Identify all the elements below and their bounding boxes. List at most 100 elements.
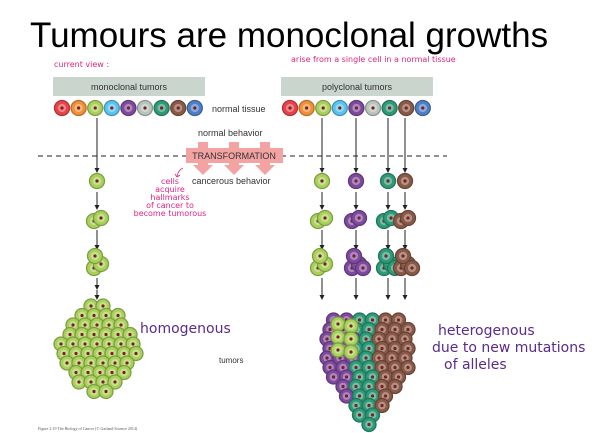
cell-nucleus [338, 106, 342, 110]
cell-nucleus [357, 375, 362, 379]
cell-nucleus [341, 384, 345, 389]
cell-nucleus [110, 370, 114, 375]
cell-nucleus [364, 337, 368, 341]
cell-nucleus [122, 370, 126, 375]
cell-nucleus [77, 380, 81, 384]
cell-nucleus [357, 216, 361, 220]
transformation-box [186, 148, 283, 163]
cell-nucleus [122, 351, 126, 356]
arrowhead [94, 285, 100, 290]
cell-nucleus [336, 322, 340, 326]
cell-nucleus [396, 318, 401, 322]
cell-nucleus [377, 337, 381, 341]
cell-nucleus [71, 342, 75, 346]
cell-nucleus [328, 365, 332, 370]
cell-nucleus [406, 327, 410, 332]
cell-nucleus [367, 403, 371, 408]
cell-nucleus [388, 106, 392, 110]
cell-nucleus [116, 332, 120, 337]
cell-nucleus [89, 361, 93, 365]
arrowhead [385, 205, 391, 210]
cancerous-behavior-label: cancerous behavior [192, 176, 271, 186]
cell-nucleus [110, 351, 114, 356]
cell-nucleus [354, 384, 358, 389]
arrowhead [319, 245, 325, 250]
arrowhead [385, 245, 391, 250]
arise-note: arise from a single cell in a normal tis… [291, 55, 456, 64]
cell-nucleus [60, 106, 64, 110]
cell-nucleus [107, 323, 111, 327]
cell-nucleus [113, 361, 117, 365]
cell-nucleus [383, 394, 388, 398]
cell-nucleus [331, 375, 336, 379]
cell-nucleus [119, 323, 123, 327]
cell-nucleus [125, 361, 129, 365]
cell-nucleus [367, 346, 371, 351]
current-view-note: current view : [54, 60, 110, 69]
cell-nucleus [367, 384, 371, 389]
cell-nucleus [93, 254, 97, 258]
tumors-label: tumors [219, 356, 243, 365]
cell-nucleus [354, 403, 358, 408]
arrowhead [94, 168, 100, 173]
cell-nucleus [354, 106, 358, 110]
cell-nucleus [86, 351, 90, 356]
transformation-label: TRANSFORMATION [192, 151, 276, 161]
cell-nucleus [349, 350, 353, 354]
cell-nucleus [380, 365, 384, 370]
cell-nucleus [403, 356, 407, 360]
arrowhead [402, 245, 408, 250]
cell-nucleus [341, 365, 345, 370]
cell-nucleus [336, 348, 340, 352]
cell-nucleus [384, 254, 388, 258]
cell-nucleus [101, 361, 105, 365]
cell-nucleus [383, 375, 388, 379]
cell-nucleus [371, 106, 375, 110]
cell-nucleus [305, 106, 309, 110]
arrowhead [353, 168, 359, 173]
cell-nucleus [321, 106, 325, 110]
cell-nucleus [393, 365, 397, 370]
note-line: hallmarks [150, 193, 190, 202]
cell-nucleus [119, 342, 123, 346]
cell-nucleus [92, 313, 96, 318]
cell-nucleus [352, 254, 356, 258]
arrowhead [94, 205, 100, 210]
cell-nucleus [104, 332, 108, 337]
monoclonal-header: monoclonal tumors [91, 82, 168, 92]
cell-nucleus [370, 318, 375, 322]
cell-nucleus [393, 327, 397, 332]
cell-nucleus [403, 179, 407, 183]
cell-nucleus [86, 370, 90, 375]
arrowhead [385, 295, 391, 300]
cell-nucleus [404, 106, 408, 110]
cell-nucleus [406, 216, 410, 220]
arrowhead [94, 245, 100, 250]
cell-nucleus [107, 342, 111, 346]
note-line: of alleles [444, 357, 507, 373]
note-line: become tumorous [133, 209, 207, 218]
note-line: acquire [155, 185, 185, 194]
cell-nucleus [380, 384, 384, 389]
cell-nucleus [357, 394, 362, 398]
cell-nucleus [377, 356, 381, 360]
cell-nucleus [77, 361, 81, 365]
cell-nucleus [336, 335, 340, 339]
cell-nucleus [390, 337, 394, 341]
cell-nucleus [380, 346, 384, 351]
cell-nucleus [99, 216, 103, 220]
cell-nucleus [89, 380, 93, 384]
arrowhead [319, 205, 325, 210]
cell-nucleus [83, 323, 87, 327]
cell-nucleus [393, 384, 397, 389]
cell-nucleus [116, 313, 120, 318]
cell-nucleus [113, 380, 117, 384]
cell-nucleus [370, 413, 375, 417]
cell-nucleus [134, 351, 138, 356]
cell-nucleus [349, 324, 353, 328]
arrowhead [353, 295, 359, 300]
heterogenous-note: heterogenous due to new mutations of all… [432, 323, 585, 374]
cell-nucleus [288, 106, 292, 110]
cell-nucleus [98, 370, 102, 375]
